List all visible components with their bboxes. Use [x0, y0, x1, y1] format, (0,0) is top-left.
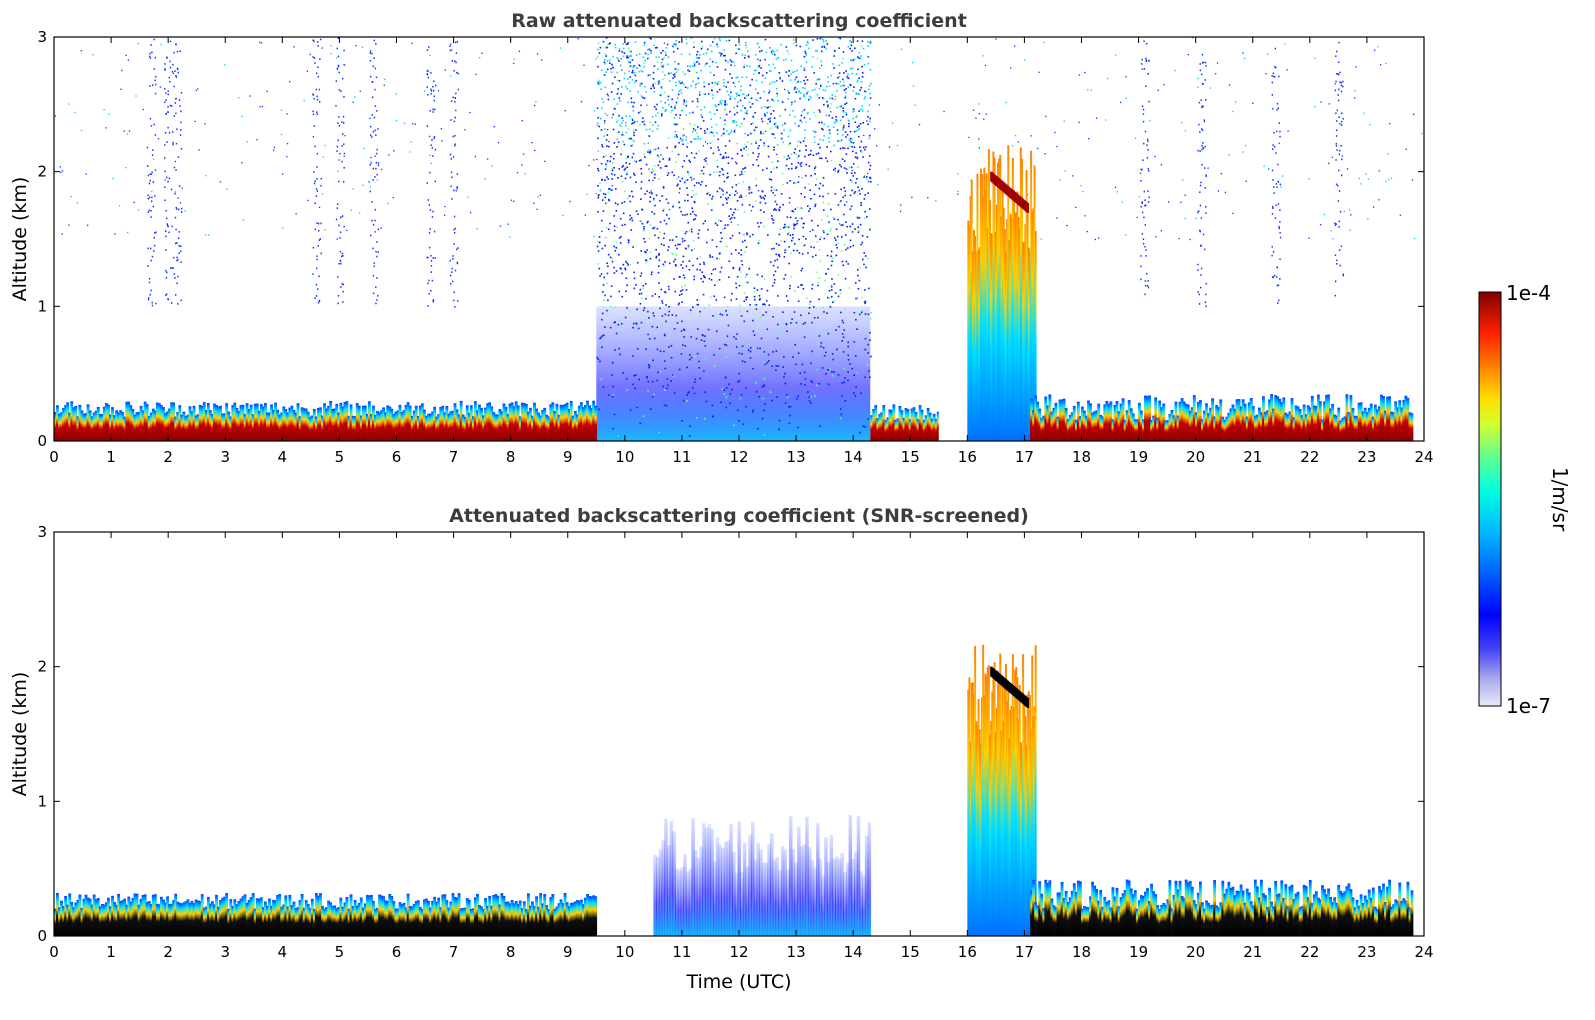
x-tick-label: 2	[163, 943, 173, 961]
x-tick-label: 11	[672, 943, 691, 961]
raw-panel: Raw attenuated backscattering coefficien…	[9, 10, 1434, 466]
x-tick-label: 10	[615, 448, 634, 466]
boundary-layer	[54, 892, 598, 936]
noise-region	[596, 306, 871, 441]
screened-panel: Attenuated backscattering coefficient (S…	[9, 505, 1434, 993]
x-tick-label: 10	[615, 943, 634, 961]
y-tick-label: 0	[37, 927, 47, 945]
x-tick-label: 17	[1015, 943, 1034, 961]
x-tick-label: 0	[49, 943, 59, 961]
x-tick-label: 18	[1072, 943, 1091, 961]
data-gap	[938, 37, 942, 441]
x-tick-label: 0	[49, 448, 59, 466]
x-tick-label: 3	[220, 448, 230, 466]
x-tick-label: 8	[506, 943, 516, 961]
colorbar-gradient	[1478, 291, 1502, 707]
raw-y-axis: 0 1 2 3	[37, 28, 1424, 450]
y-tick-label: 2	[37, 658, 47, 676]
boundary-layer	[1030, 394, 1414, 441]
screened-panel-title: Attenuated backscattering coefficient (S…	[449, 505, 1029, 527]
x-tick-label: 5	[335, 448, 345, 466]
y-tick-label: 3	[37, 28, 47, 46]
boundary-layer	[870, 404, 940, 441]
x-tick-label: 16	[958, 448, 977, 466]
screened-heatmap	[54, 644, 1414, 936]
x-tick-label: 1	[106, 943, 116, 961]
x-tick-label: 4	[278, 943, 288, 961]
x-tick-label: 11	[672, 448, 691, 466]
x-tick-label: 12	[729, 448, 748, 466]
raw-y-axis-label: Altitude (km)	[9, 177, 31, 302]
x-tick-label: 4	[278, 448, 288, 466]
x-tick-label: 21	[1243, 448, 1262, 466]
x-tick-label: 24	[1414, 943, 1433, 961]
x-tick-label: 8	[506, 448, 516, 466]
x-tick-label: 9	[563, 943, 573, 961]
cloud	[967, 644, 1037, 936]
x-tick-label: 15	[901, 943, 920, 961]
colorbar-min-label: 1e-7	[1506, 694, 1551, 718]
x-tick-label: 24	[1414, 448, 1433, 466]
x-tick-label: 18	[1072, 448, 1091, 466]
noise-speckles	[596, 37, 872, 438]
x-tick-label: 17	[1015, 448, 1034, 466]
y-tick-label: 1	[37, 792, 47, 810]
x-tick-label: 13	[787, 943, 806, 961]
x-tick-label: 7	[449, 943, 459, 961]
colorbar: 1e-4 1e-7 1/m/sr	[1478, 281, 1572, 718]
x-tick-label: 6	[392, 943, 402, 961]
x-tick-label: 2	[163, 448, 173, 466]
x-tick-label: 7	[449, 448, 459, 466]
raw-panel-title: Raw attenuated backscattering coefficien…	[511, 10, 967, 32]
boundary-layer	[1030, 879, 1414, 936]
x-tick-label: 9	[563, 448, 573, 466]
x-tick-label: 15	[901, 448, 920, 466]
x-tick-label: 20	[1186, 943, 1205, 961]
x-tick-label: 16	[958, 943, 977, 961]
cloud	[967, 145, 1037, 442]
x-tick-label: 12	[729, 943, 748, 961]
colorbar-unit-label: 1/m/sr	[1548, 467, 1572, 532]
x-tick-label: 22	[1300, 448, 1319, 466]
x-tick-label: 14	[844, 448, 863, 466]
boundary-layer	[54, 400, 598, 441]
x-tick-label: 5	[335, 943, 345, 961]
y-tick-label: 0	[37, 432, 47, 450]
x-tick-label: 19	[1129, 943, 1148, 961]
x-tick-label: 23	[1357, 448, 1376, 466]
y-tick-label: 2	[37, 163, 47, 181]
noise-streaks	[54, 37, 1423, 308]
colorbar-max-label: 1e-4	[1506, 281, 1551, 305]
x-tick-label: 21	[1243, 943, 1262, 961]
x-tick-label: 22	[1300, 943, 1319, 961]
screened-x-axis: 0 1 2 3 4 5 6 7 8 9 10 11 12 13 14 15 16 17 18 19 20 21 22 23 24	[49, 532, 1434, 961]
x-tick-label: 6	[392, 448, 402, 466]
y-tick-label: 3	[37, 523, 47, 541]
time-axis-label: Time (UTC)	[685, 971, 791, 993]
aerosol-layer	[653, 814, 872, 936]
x-tick-label: 14	[844, 943, 863, 961]
y-tick-label: 1	[37, 297, 47, 315]
screened-y-axis-label: Altitude (km)	[9, 672, 31, 797]
x-tick-label: 13	[787, 448, 806, 466]
x-tick-label: 20	[1186, 448, 1205, 466]
raw-x-axis: 0 1 2 3 4 5 6 7 8 9 10 11 12 13 14 15 16 17 18 19 20 21 22 23 24	[49, 37, 1434, 466]
raw-heatmap	[54, 37, 1423, 442]
x-tick-label: 3	[220, 943, 230, 961]
screened-y-axis: 0 1 2 3	[37, 523, 1424, 945]
x-tick-label: 1	[106, 448, 116, 466]
x-tick-label: 23	[1357, 943, 1376, 961]
x-tick-label: 19	[1129, 448, 1148, 466]
